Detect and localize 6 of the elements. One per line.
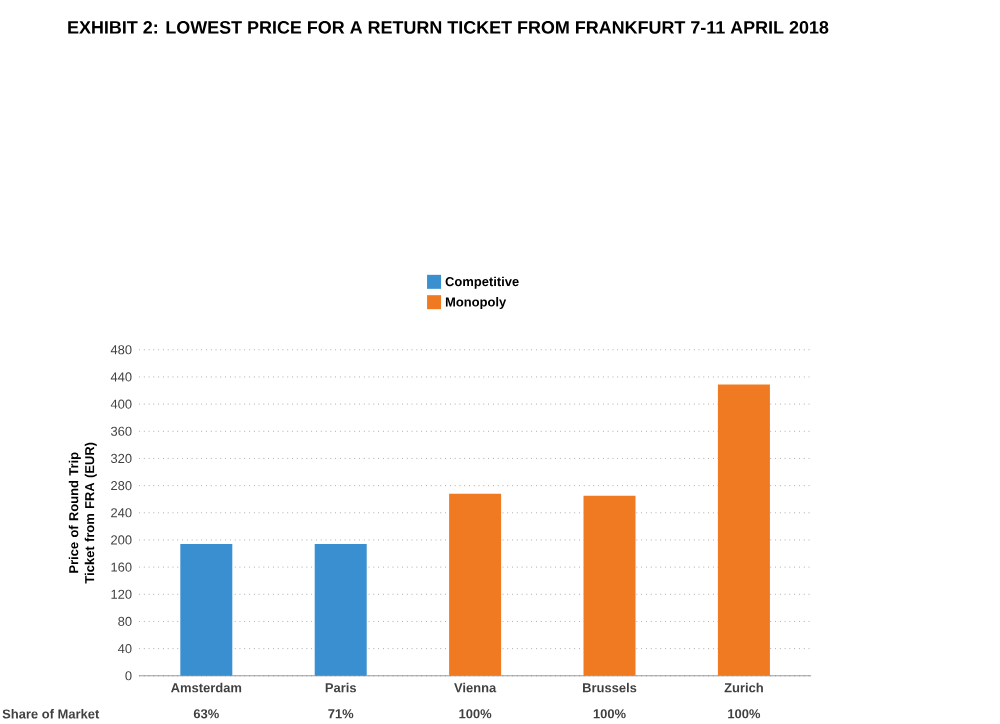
- bar: [583, 495, 636, 676]
- bar: [180, 544, 233, 676]
- bar: [449, 493, 502, 676]
- bar: [314, 544, 367, 676]
- bar: [717, 384, 770, 676]
- chart-title: EXHIBIT 2: LOWEST PRICE FOR A RETURN TICKET FROM FRANKFURT 7-11 APRIL 2018: [68, 21, 829, 34]
